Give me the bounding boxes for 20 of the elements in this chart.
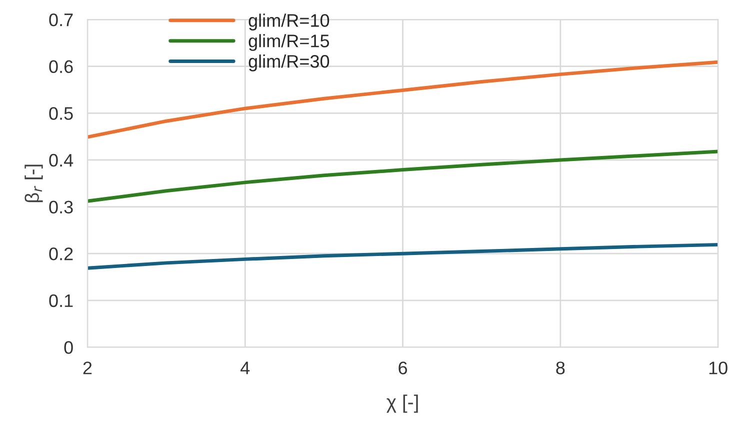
x-tick-label: 8 [556,362,565,374]
x-tick-label: 10 [709,362,728,374]
x-tick-label: 2 [83,362,92,374]
line-series [87,150,718,203]
y-axis-title: β$_{r}$ [-] [24,164,43,202]
line-series [87,242,718,270]
legend-label: glim/R=15 [248,34,330,51]
legend-label: glim/R=30 [248,54,330,72]
x-tick-label: 4 [240,362,250,374]
y-tick-label: 0.3 [49,200,73,214]
y-tick-label: 0 [64,341,73,354]
x-axis-title: χ [-] [386,394,418,413]
y-tick-label: 0.7 [49,13,73,26]
y-tick-label: 0.1 [49,294,73,308]
x-tick-label: 6 [398,362,407,374]
y-tick-label: 0.4 [49,154,74,167]
legend-label: glim/R=10 [248,14,330,30]
y-tick-label: 0.5 [49,107,73,120]
y-tick-label: 0.6 [49,60,73,74]
y-tick-label: 0.2 [49,248,73,260]
